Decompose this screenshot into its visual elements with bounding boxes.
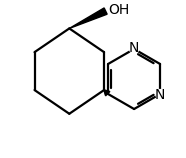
Circle shape bbox=[130, 45, 139, 53]
Circle shape bbox=[156, 90, 164, 98]
Polygon shape bbox=[69, 8, 107, 28]
Text: OH: OH bbox=[108, 3, 129, 17]
Text: N: N bbox=[129, 41, 139, 55]
Text: N: N bbox=[155, 88, 165, 102]
